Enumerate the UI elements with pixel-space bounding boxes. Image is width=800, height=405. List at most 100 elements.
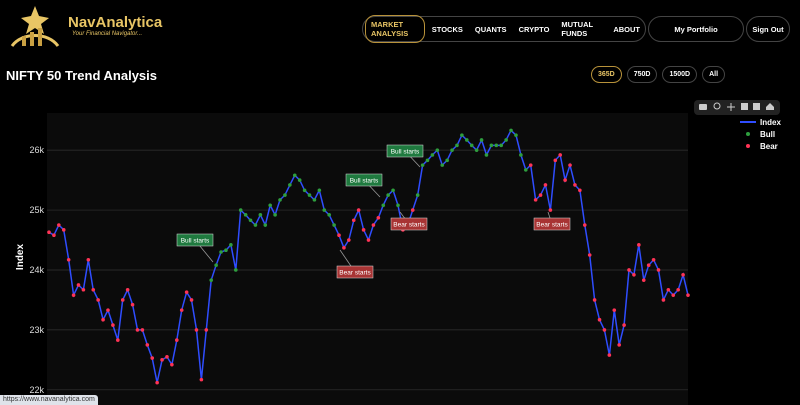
- nav-menu: MARKET ANALYSIS STOCKS QUANTS CRYPTO MUTUAL …: [362, 15, 646, 43]
- marker-bear: [199, 377, 204, 382]
- marker-bear: [145, 343, 150, 347]
- marker-bull: [430, 153, 435, 157]
- marker-bull: [243, 213, 248, 217]
- marker-bull: [214, 263, 218, 267]
- marker-bear: [184, 290, 189, 294]
- marker-bear: [125, 287, 130, 292]
- marker-bull: [474, 148, 479, 152]
- marker-bear: [681, 272, 685, 277]
- annotation-text: Bear starts: [393, 222, 425, 229]
- marker-bear: [101, 317, 105, 322]
- marker-bear: [194, 328, 199, 332]
- marker-bear: [622, 323, 626, 327]
- range-button[interactable]: 1500D: [662, 66, 698, 83]
- marker-bear: [573, 183, 577, 187]
- legend-swatch: [746, 144, 750, 148]
- marker-bear: [351, 218, 356, 223]
- marker-bear: [592, 298, 597, 302]
- marker-bear: [170, 362, 174, 367]
- marker-bear: [376, 216, 381, 220]
- marker-bear: [676, 287, 680, 292]
- legend-label[interactable]: Bull: [760, 130, 775, 139]
- marker-bull: [263, 223, 268, 227]
- marker-bear: [165, 355, 169, 359]
- marker-bull: [253, 223, 258, 227]
- nav-link[interactable]: ABOUT: [613, 24, 640, 34]
- nav-link[interactable]: QUANTS: [474, 24, 507, 34]
- legend-label[interactable]: Bear: [760, 142, 778, 151]
- marker-bull: [465, 138, 469, 142]
- marker-bull: [519, 153, 523, 157]
- marker-bear: [578, 188, 582, 193]
- nav-link[interactable]: MARKET ANALYSIS: [365, 15, 425, 43]
- marker-bear: [410, 208, 415, 212]
- marker-bull: [415, 193, 420, 197]
- range-button[interactable]: 365D: [591, 66, 622, 83]
- marker-bull: [440, 163, 445, 167]
- marker-bear: [582, 223, 587, 227]
- y-tick-label: 24k: [29, 265, 44, 275]
- marker-bear: [607, 353, 612, 357]
- marker-bull: [292, 173, 297, 178]
- marker-bear: [528, 163, 533, 167]
- marker-bear: [356, 208, 361, 212]
- annotation-box: [345, 173, 383, 187]
- portfolio-button[interactable]: My Portfolio: [648, 16, 744, 42]
- legend-swatch: [746, 132, 750, 136]
- marker-bear: [602, 328, 607, 332]
- marker-bull: [302, 188, 307, 193]
- marker-bull: [332, 223, 336, 227]
- marker-bull: [396, 203, 400, 208]
- marker-bear: [563, 178, 567, 182]
- marker-bull: [420, 163, 425, 167]
- marker-bear: [204, 328, 209, 332]
- annotation-box: [176, 233, 214, 247]
- marker-bull: [435, 148, 440, 152]
- marker-bull: [248, 218, 253, 223]
- marker-bull: [229, 243, 233, 247]
- annotation-text: Bear starts: [536, 222, 568, 229]
- nav-link[interactable]: STOCKS: [431, 24, 463, 34]
- marker-bear: [646, 263, 651, 267]
- marker-bear: [81, 287, 86, 292]
- marker-bull: [386, 193, 390, 197]
- marker-bear: [155, 380, 159, 385]
- range-button[interactable]: All: [702, 66, 726, 83]
- annotation-text: Bull starts: [181, 238, 210, 245]
- marker-bull: [514, 133, 518, 137]
- marker-bull: [450, 148, 454, 152]
- marker-bull: [469, 143, 474, 148]
- marker-bear: [150, 356, 155, 360]
- marker-bull: [489, 143, 494, 148]
- legend-label[interactable]: Index: [760, 118, 781, 127]
- nav-link[interactable]: MUTUAL FUNDS: [561, 20, 593, 38]
- marker-bear: [587, 253, 592, 257]
- marker-bear: [179, 308, 184, 312]
- y-tick-label: 23k: [29, 325, 44, 335]
- range-button[interactable]: 750D: [626, 66, 658, 83]
- annotation-box: [336, 265, 374, 279]
- nav-link[interactable]: CRYPTO: [518, 24, 550, 34]
- modebar[interactable]: [694, 100, 780, 115]
- signout-button[interactable]: Sign Out: [746, 16, 790, 42]
- y-axis-label: Index: [15, 244, 26, 271]
- marker-bear: [656, 268, 661, 272]
- navbar: NavAnalytica Your Financial Navigator...…: [0, 0, 800, 57]
- marker-bull: [273, 213, 277, 217]
- marker-bull: [494, 143, 499, 148]
- marker-bull: [455, 143, 459, 148]
- marker-bear: [120, 298, 125, 302]
- range-buttons: 365D 750D 1500D All: [591, 66, 726, 83]
- marker-bear: [548, 208, 553, 212]
- annotation-box: [533, 217, 571, 231]
- marker-bear: [361, 228, 366, 232]
- plot-area: [47, 113, 688, 405]
- brand[interactable]: NavAnalytica: [68, 14, 163, 31]
- marker-bear: [116, 338, 120, 342]
- marker-bull: [484, 153, 489, 157]
- y-tick-label: 26k: [29, 145, 44, 155]
- marker-bull: [327, 213, 331, 217]
- marker-bull: [499, 143, 504, 148]
